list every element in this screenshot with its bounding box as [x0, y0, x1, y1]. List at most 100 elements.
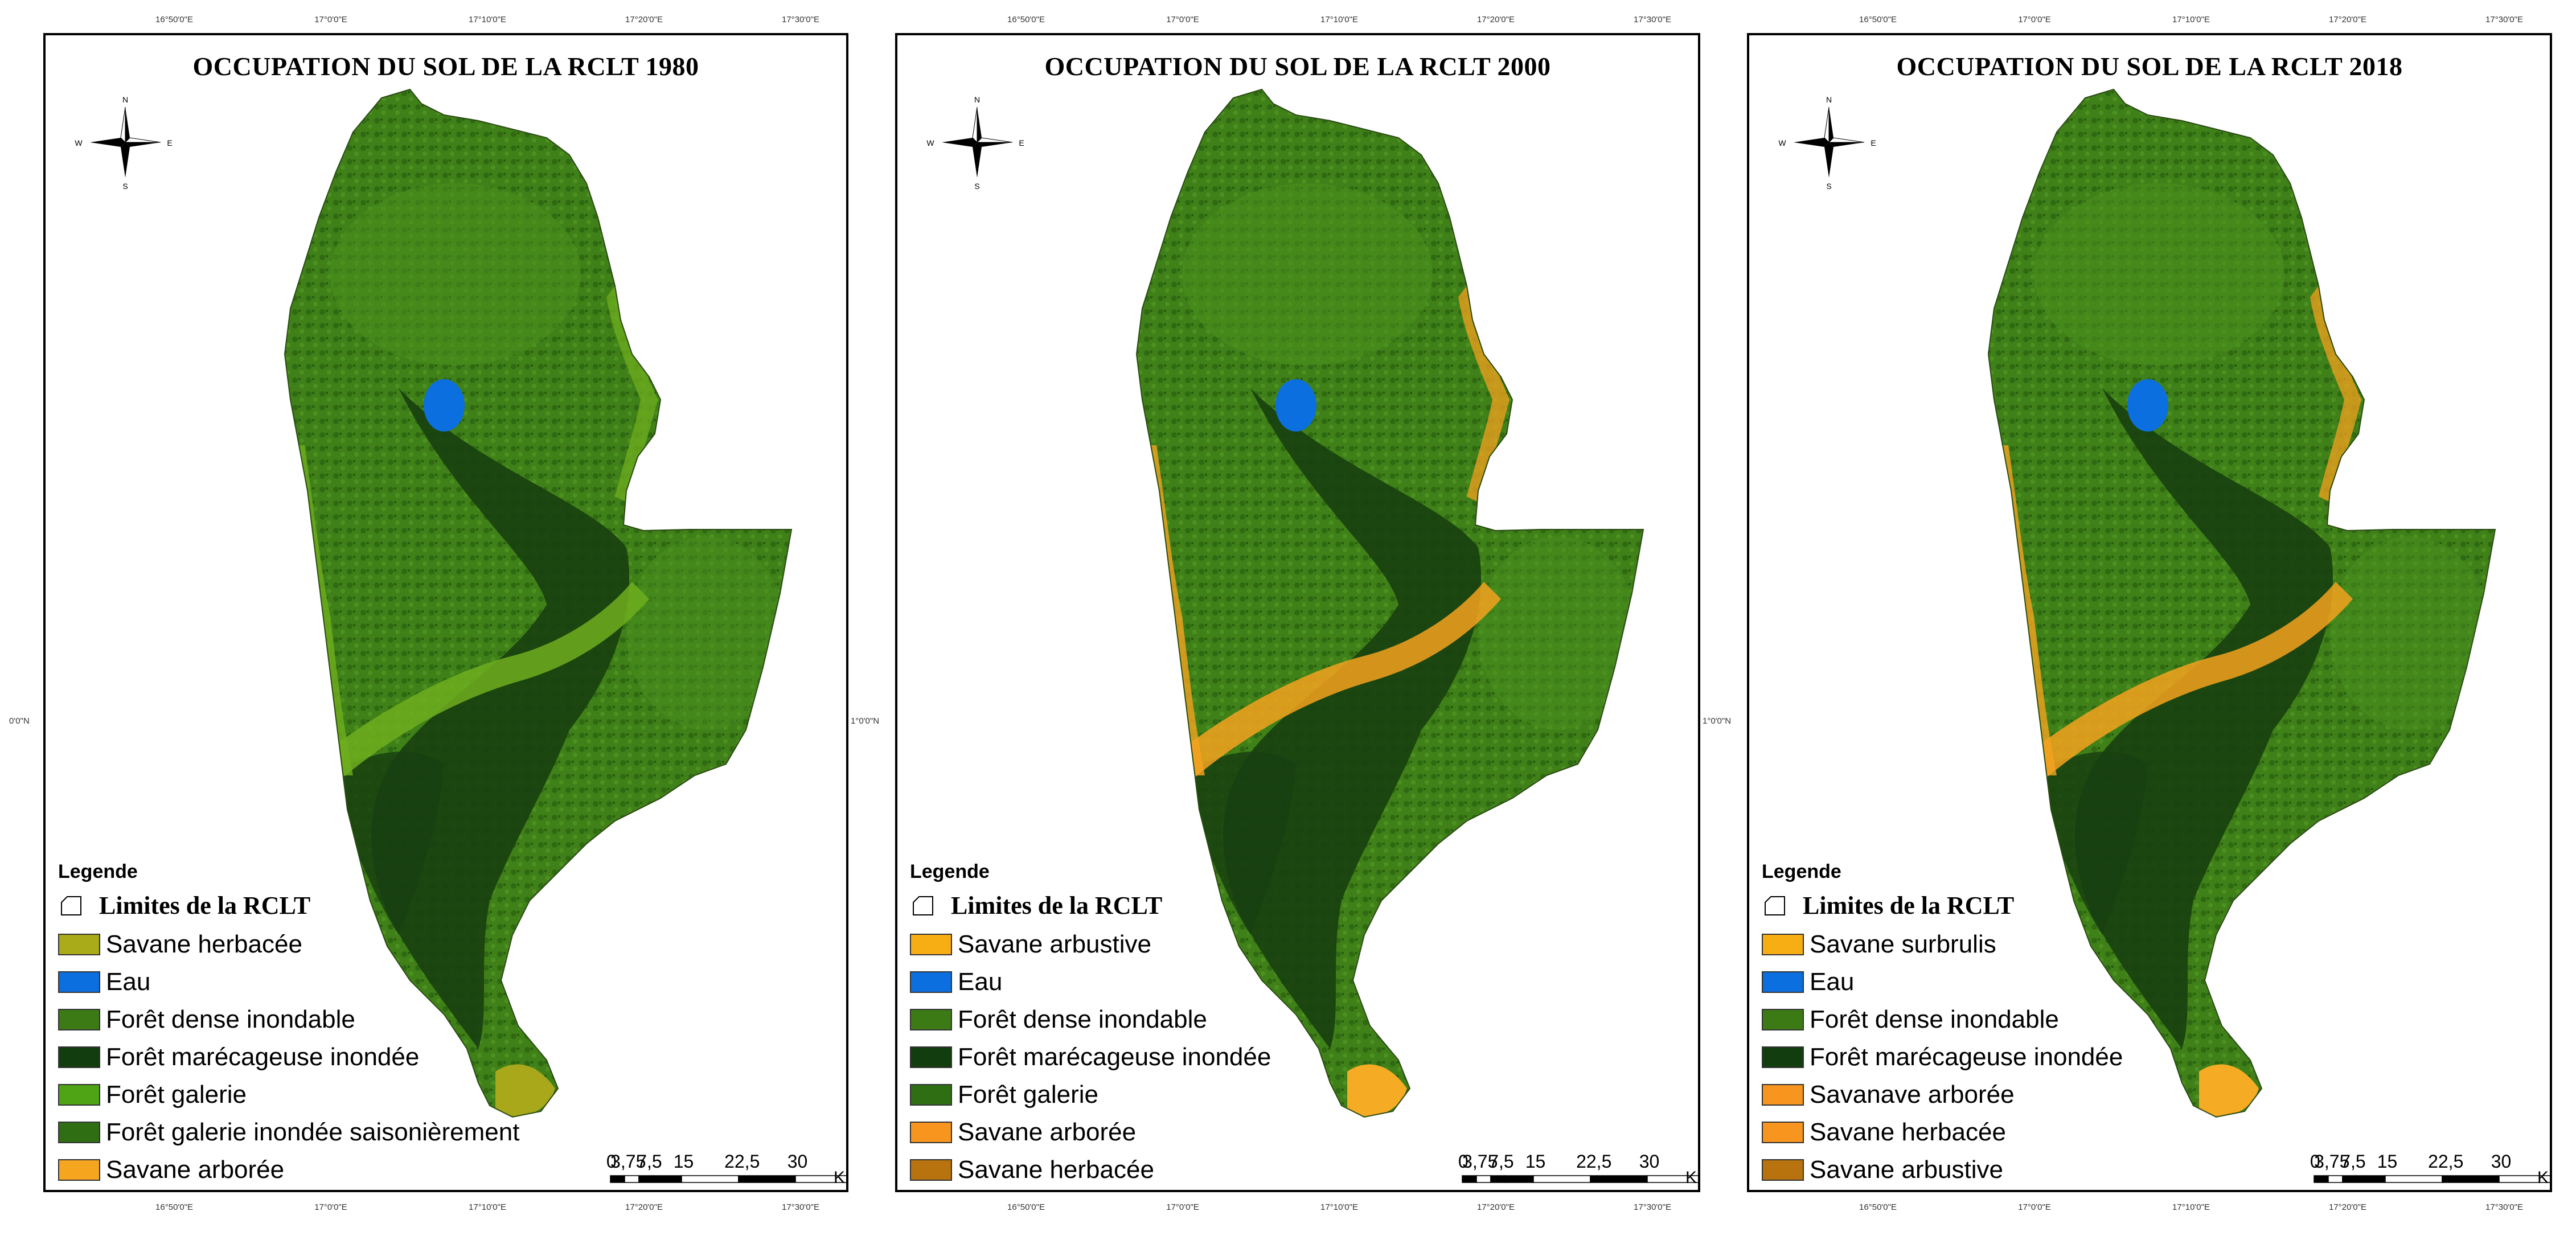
legend-swatch [1762, 1122, 1804, 1143]
compass-letter-s: S [1826, 182, 1831, 191]
latitude-label: 0'0"N [9, 716, 30, 726]
legend-label: Forêt dense inondable [106, 1005, 355, 1033]
scale-segment [2328, 1175, 2343, 1183]
scale-label: 3,75 [2314, 1151, 2350, 1172]
map-panel-1980: N S E W OCCUPATION DU SOL DE LA RCLT 1980 L… [43, 33, 848, 1192]
legend-item-limits: Limites de la RCLT [58, 891, 605, 920]
legend-label: Savane arborée [958, 1118, 1137, 1146]
legend-item: Eau [1762, 963, 2308, 1001]
scale-label: 3,75 [610, 1151, 646, 1172]
legend-label: Eau [1810, 968, 1855, 996]
lake [2127, 379, 2168, 432]
reserve-area [285, 89, 791, 1117]
forest-light-zone [1478, 536, 1638, 730]
south-savanna [1347, 1064, 1407, 1116]
scale-bar [1462, 1175, 1698, 1183]
map-title: OCCUPATION DU SOL DE LA RCLT 1980 [192, 52, 699, 81]
legend-swatch [910, 1159, 952, 1181]
scale-segment [1462, 1175, 1477, 1183]
swamp-forest-zone [371, 388, 630, 1049]
longitude-label: 17°30'0"E [2485, 1202, 2523, 1212]
longitude-label: 17°10'0"E [1320, 15, 1358, 24]
legend-label: Forêt marécageuse inondée [1810, 1043, 2123, 1071]
legend-label: Savane surbrulis [1810, 930, 1996, 958]
legend-item: Forêt dense inondable [910, 1001, 1457, 1038]
longitude-label: 17°20'0"E [1477, 15, 1515, 24]
east-fringe [1458, 286, 1509, 502]
longitude-label: 17°10'0"E [1320, 1202, 1358, 1212]
north-arrow-icon: N S E W [75, 95, 172, 191]
scale-label: 0 [2310, 1151, 2320, 1172]
scale-label: 30 [1639, 1151, 1660, 1172]
scale-segment [1533, 1175, 1591, 1183]
scale-unit: Km [1685, 1168, 1698, 1187]
reserve-outline [1987, 88, 2496, 1118]
scale-labels: 0 3,75 7,5 15 22,5 30 [1458, 1151, 1698, 1174]
legend-label: Forêt galerie inondée saisonièrement [106, 1118, 520, 1146]
map-title: OCCUPATION DU SOL DE LA RCLT 2018 [1896, 52, 2403, 81]
longitude-label: 17°10'0"E [2172, 15, 2210, 24]
east-fringe [2310, 286, 2361, 502]
land-cover-map: N S E W [926, 88, 1644, 1118]
legend-label: Savane herbacée [106, 930, 302, 958]
compass-letter-n: N [1826, 95, 1832, 104]
scale-segment [1490, 1175, 1506, 1183]
legend-swatch [58, 1009, 100, 1030]
forest-light-zone [626, 536, 786, 730]
scale-label: 15 [673, 1151, 694, 1172]
longitude-label: 16°50'0"E [155, 1202, 193, 1212]
legend-item: Savane herbacée [58, 926, 605, 963]
scale-segment [2314, 1175, 2329, 1183]
scale-label: 30 [787, 1151, 808, 1172]
legend-heading: Legende [1762, 861, 1841, 882]
map-title: OCCUPATION DU SOL DE LA RCLT 2000 [1044, 52, 1551, 81]
legend-label: Eau [106, 968, 151, 996]
scale-segment [1647, 1175, 1698, 1183]
scale-segment [2356, 1175, 2386, 1183]
scale-segment [738, 1175, 796, 1183]
compass-letter-n: N [122, 95, 128, 104]
legend-swatch [910, 971, 952, 993]
boundary-icon [1765, 896, 1785, 915]
legend-swatch [910, 1122, 952, 1143]
south-savanna [2199, 1064, 2259, 1116]
legend-label: Eau [958, 968, 1003, 996]
legend-item: Savane arbustive [1762, 1151, 2308, 1189]
riverine-belt [296, 582, 649, 798]
forest-light-zone [2034, 183, 2284, 366]
longitude-label: 17°0'0"E [314, 1202, 347, 1212]
longitude-label: 17°30'0"E [782, 15, 819, 24]
north-arrow-icon: N S E W [1778, 95, 1876, 191]
legend-label: Savanave arborée [1810, 1081, 2015, 1108]
scale-label: 3,75 [1462, 1151, 1498, 1172]
legend-item: Savane surbrulis [1762, 926, 2308, 963]
legend-heading: Legende [910, 861, 990, 882]
compass-letter-s: S [122, 182, 128, 191]
legend-item: Savane arborée [910, 1114, 1457, 1151]
scale-segment [2342, 1175, 2357, 1183]
lake [1275, 379, 1316, 432]
compass-letter-w: W [926, 138, 934, 147]
compass-letter-w: W [1778, 138, 1786, 147]
legend: Legende Limites de la RCLT Savane surbruli… [1762, 861, 2308, 1189]
legend-label: Savane arborée [106, 1156, 285, 1184]
longitude-label: 17°30'0"E [1634, 1202, 1671, 1212]
legend-item: Forêt galerie [58, 1076, 605, 1114]
longitude-label: 16°50'0"E [155, 15, 193, 24]
legend-swatch [910, 1046, 952, 1068]
longitude-label: 16°50'0"E [1007, 15, 1045, 24]
legend-label: Forêt marécageuse inondée [958, 1043, 1271, 1071]
riverine-belt [1148, 582, 1501, 798]
legend-item: Savane herbacée [1762, 1114, 2308, 1151]
legend-swatch [910, 1009, 952, 1030]
scale-segment [653, 1175, 682, 1183]
scale-label: 0 [606, 1151, 617, 1172]
swamp-forest-zone [1182, 752, 1296, 935]
scale-labels: 0 3,75 7,5 15 22,5 30 [606, 1151, 846, 1174]
longitude-label: 17°0'0"E [2018, 15, 2051, 24]
longitude-label: 17°0'0"E [314, 15, 347, 24]
legend-item: Savane herbacée [910, 1151, 1457, 1189]
legend-item-limits: Limites de la RCLT [1762, 891, 2308, 920]
swamp-forest-zone [2075, 388, 2333, 1049]
legend-swatch [58, 1046, 100, 1068]
